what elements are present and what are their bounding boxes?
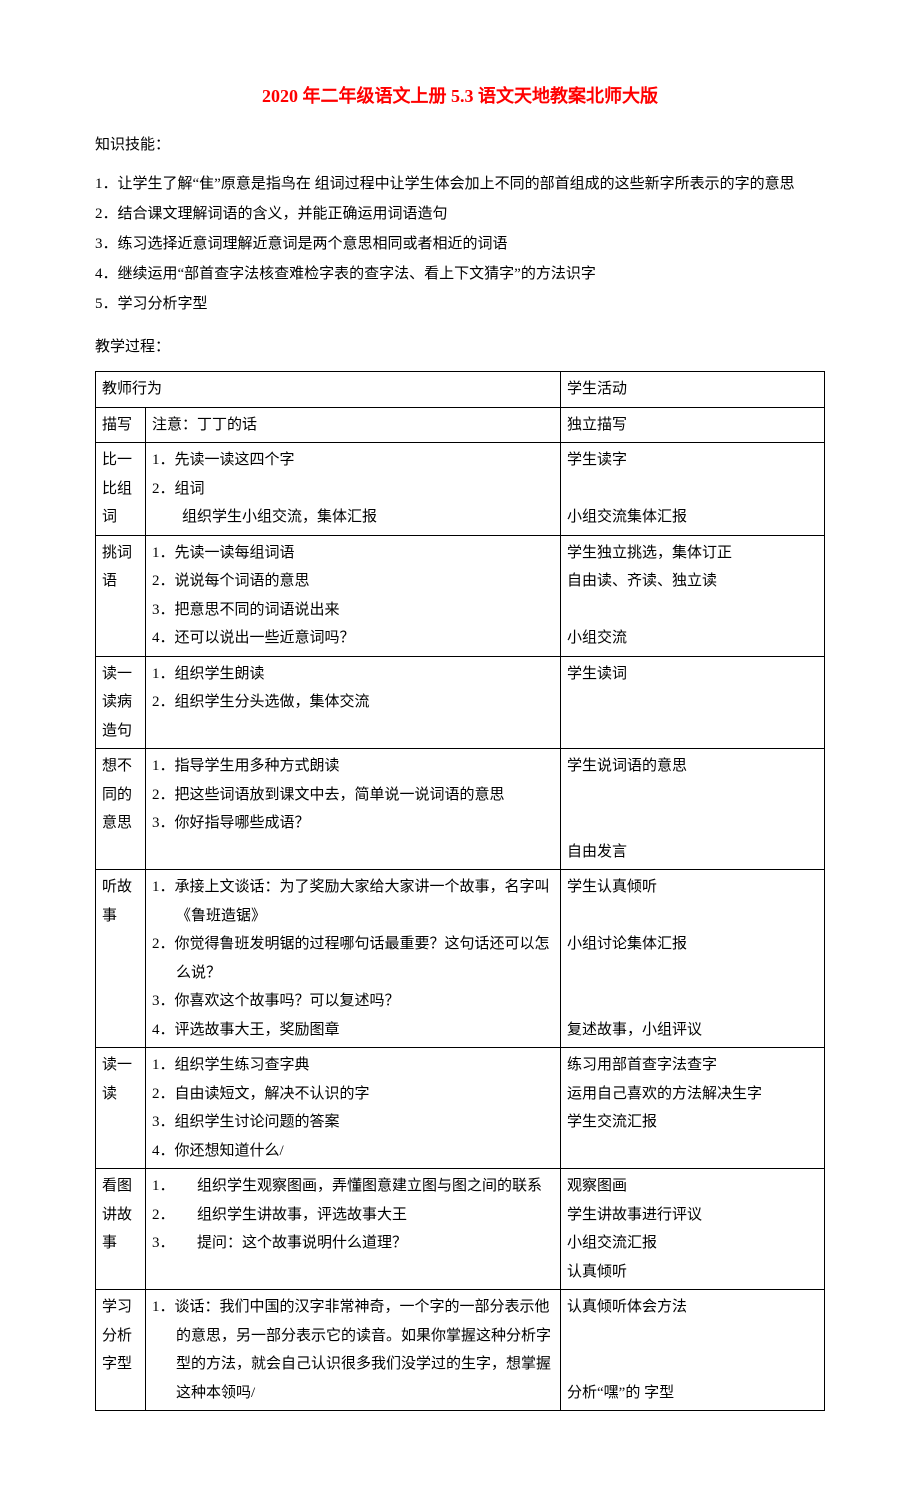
student-content: 观察图画 学生讲故事进行评议 小组交流汇报 认真倾听 xyxy=(561,1169,825,1290)
row-label: 挑词语 xyxy=(96,535,146,656)
knowledge-item: 5．学习分析字型 xyxy=(95,289,825,319)
student-content: 独立描写 xyxy=(561,407,825,443)
teacher-content: 注意：丁丁的话 xyxy=(146,407,561,443)
list-item: 3．组织学生讨论问题的答案 xyxy=(152,1108,554,1137)
list-item: 2．自由读短文，解决不认识的字 xyxy=(152,1080,554,1109)
teacher-content: 1．组织学生练习查字典 2．自由读短文，解决不认识的字 3．组织学生讨论问题的答… xyxy=(146,1048,561,1169)
process-label: 教学过程： xyxy=(95,334,825,361)
student-content: 学生独立挑选，集体订正 自由读、齐读、独立读 小组交流 xyxy=(561,535,825,656)
list-item: 1．先读一读这四个字 xyxy=(152,446,554,475)
list-item: 3．你喜欢这个故事吗？可以复述吗？ xyxy=(152,987,554,1016)
document-title: 2020 年二年级语文上册 5.3 语文天地教案北师大版 xyxy=(95,80,825,112)
list-item: 1．指导学生用多种方式朗读 xyxy=(152,752,554,781)
table-row: 比一比组词 1．先读一读这四个字 2．组词 组织学生小组交流，集体汇报 学生读字… xyxy=(96,443,825,536)
list-item: 2．你觉得鲁班发明锯的过程哪句话最重要？这句话还可以怎么说？ xyxy=(152,930,554,987)
list-item: 2． 组织学生讲故事，评选故事大王 xyxy=(152,1201,554,1230)
table-row: 挑词语 1．先读一读每组词语 2．说说每个词语的意思 3．把意思不同的词语说出来… xyxy=(96,535,825,656)
list-item: 1．组织学生练习查字典 xyxy=(152,1051,554,1080)
row-label: 想不同的意思 xyxy=(96,749,146,870)
table-row: 描写 注意：丁丁的话 独立描写 xyxy=(96,407,825,443)
header-teacher: 教师行为 xyxy=(96,372,561,408)
knowledge-item: 2．结合课文理解词语的含义，并能正确运用词语造句 xyxy=(95,199,825,229)
table-row: 看图讲故事 1． 组织学生观察图画，弄懂图意建立图与图之间的联系 2． 组织学生… xyxy=(96,1169,825,1290)
knowledge-item: 4．继续运用“部首查字法核查难检字表的查字法、看上下文猜字”的方法识字 xyxy=(95,259,825,289)
list-item: 1．承接上文谈话：为了奖励大家给大家讲一个故事，名字叫《鲁班造锯》 xyxy=(152,873,554,930)
list-item: 4．你还想知道什么/ xyxy=(152,1137,554,1166)
row-label: 比一比组词 xyxy=(96,443,146,536)
teacher-content: 1．先读一读每组词语 2．说说每个词语的意思 3．把意思不同的词语说出来 4．还… xyxy=(146,535,561,656)
teaching-table: 教师行为 学生活动 描写 注意：丁丁的话 独立描写 比一比组词 1．先读一读这四… xyxy=(95,371,825,1411)
teacher-content: 1．指导学生用多种方式朗读 2．把这些词语放到课文中去，简单说一说词语的意思 3… xyxy=(146,749,561,870)
table-row: 读一读病造句 1．组织学生朗读 2．组织学生分头选做，集体交流 学生读词 xyxy=(96,656,825,749)
list-item: 3． 提问：这个故事说明什么道理？ xyxy=(152,1229,554,1258)
student-content: 学生读词 xyxy=(561,656,825,749)
row-label: 读一读病造句 xyxy=(96,656,146,749)
list-item: 4．还可以说出一些近意词吗？ xyxy=(152,624,554,653)
list-item: 2．组词 xyxy=(152,475,554,504)
table-row: 听故事 1．承接上文谈话：为了奖励大家给大家讲一个故事，名字叫《鲁班造锯》 2．… xyxy=(96,870,825,1048)
table-row: 读一读 1．组织学生练习查字典 2．自由读短文，解决不认识的字 3．组织学生讨论… xyxy=(96,1048,825,1169)
knowledge-item: 3．练习选择近意词理解近意词是两个意思相同或者相近的词语 xyxy=(95,229,825,259)
list-item: 1． 组织学生观察图画，弄懂图意建立图与图之间的联系 xyxy=(152,1172,554,1201)
student-content: 学生说词语的意思 自由发言 xyxy=(561,749,825,870)
list-item: 2．把这些词语放到课文中去，简单说一说词语的意思 xyxy=(152,781,554,810)
student-content: 学生读字 小组交流集体汇报 xyxy=(561,443,825,536)
list-item: 2．说说每个词语的意思 xyxy=(152,567,554,596)
header-student: 学生活动 xyxy=(561,372,825,408)
row-label: 看图讲故事 xyxy=(96,1169,146,1290)
knowledge-item: 1．让学生了解“隹”原意是指鸟在 组词过程中让学生体会加上不同的部首组成的这些新… xyxy=(95,169,825,199)
teacher-content: 1．谈话：我们中国的汉字非常神奇，一个字的一部分表示他的意思，另一部分表示它的读… xyxy=(146,1290,561,1411)
teacher-content: 1．承接上文谈话：为了奖励大家给大家讲一个故事，名字叫《鲁班造锯》 2．你觉得鲁… xyxy=(146,870,561,1048)
list-item: 2．组织学生分头选做，集体交流 xyxy=(152,688,554,717)
student-content: 学生认真倾听 小组讨论集体汇报 复述故事，小组评议 xyxy=(561,870,825,1048)
table-row: 学习分析字型 1．谈话：我们中国的汉字非常神奇，一个字的一部分表示他的意思，另一… xyxy=(96,1290,825,1411)
table-header-row: 教师行为 学生活动 xyxy=(96,372,825,408)
teacher-content: 1． 组织学生观察图画，弄懂图意建立图与图之间的联系 2． 组织学生讲故事，评选… xyxy=(146,1169,561,1290)
list-item: 4．评选故事大王，奖励图章 xyxy=(152,1016,554,1045)
list-item: 3．把意思不同的词语说出来 xyxy=(152,596,554,625)
knowledge-list: 1．让学生了解“隹”原意是指鸟在 组词过程中让学生体会加上不同的部首组成的这些新… xyxy=(95,169,825,319)
student-content: 练习用部首查字法查字 运用自己喜欢的方法解决生字 学生交流汇报 xyxy=(561,1048,825,1169)
teacher-content: 1．先读一读这四个字 2．组词 组织学生小组交流，集体汇报 xyxy=(146,443,561,536)
row-label: 读一读 xyxy=(96,1048,146,1169)
row-label: 描写 xyxy=(96,407,146,443)
teacher-content: 1．组织学生朗读 2．组织学生分头选做，集体交流 xyxy=(146,656,561,749)
list-item: 3．你好指导哪些成语？ xyxy=(152,809,554,838)
list-item: 1．组织学生朗读 xyxy=(152,660,554,689)
list-item: 1．谈话：我们中国的汉字非常神奇，一个字的一部分表示他的意思，另一部分表示它的读… xyxy=(152,1293,554,1407)
row-label: 听故事 xyxy=(96,870,146,1048)
knowledge-label: 知识技能： xyxy=(95,132,825,159)
row-label: 学习分析字型 xyxy=(96,1290,146,1411)
list-item: 组织学生小组交流，集体汇报 xyxy=(152,503,554,532)
student-content: 认真倾听体会方法 分析“嘿”的 字型 xyxy=(561,1290,825,1411)
list-item: 1．先读一读每组词语 xyxy=(152,539,554,568)
table-row: 想不同的意思 1．指导学生用多种方式朗读 2．把这些词语放到课文中去，简单说一说… xyxy=(96,749,825,870)
